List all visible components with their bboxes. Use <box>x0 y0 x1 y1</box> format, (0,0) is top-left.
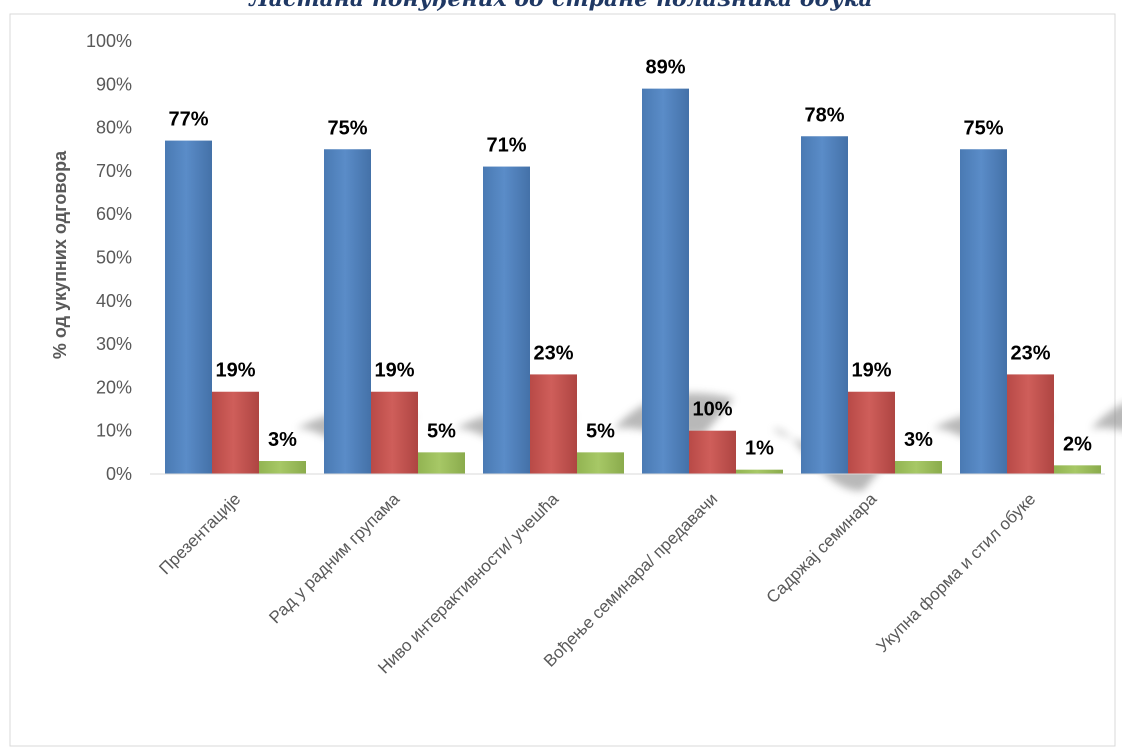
data-label: 23% <box>533 342 573 364</box>
bar-series2-4 <box>689 430 736 474</box>
data-label: 2% <box>1063 433 1092 455</box>
bar-series3-1 <box>259 461 306 474</box>
bar-series1-2 <box>324 149 371 474</box>
data-label: 89% <box>645 57 685 79</box>
y-tick-label: 50% <box>96 248 132 268</box>
data-label: 5% <box>427 420 456 442</box>
bar-series1-3 <box>483 166 530 474</box>
data-label: 77% <box>168 109 208 131</box>
y-axis-label: % од укупних одговора <box>50 150 70 359</box>
bar-series2-5 <box>848 391 895 474</box>
y-tick-label: 60% <box>96 204 132 224</box>
data-label: 19% <box>851 360 891 382</box>
data-label: 78% <box>804 104 844 126</box>
data-label: 10% <box>692 399 732 421</box>
y-tick-label: 40% <box>96 291 132 311</box>
bar-series2-3 <box>530 374 577 474</box>
y-tick-label: 90% <box>96 74 132 94</box>
bar-series2-2 <box>371 391 418 474</box>
bar-series2-1 <box>212 391 259 474</box>
chart-title: Ластана понуђених од стране полазника об… <box>0 0 1122 12</box>
bars <box>165 88 1101 474</box>
bar-series3-3 <box>577 452 624 474</box>
y-tick-label: 80% <box>96 118 132 138</box>
bar-series1-4 <box>642 88 689 474</box>
data-label: 3% <box>268 429 297 451</box>
data-label: 71% <box>486 135 526 157</box>
data-label: 19% <box>215 360 255 382</box>
y-tick-label: 10% <box>96 421 132 441</box>
bar-series2-6 <box>1007 374 1054 474</box>
data-label: 5% <box>586 420 615 442</box>
bar-series1-1 <box>165 140 212 474</box>
bar-series1-5 <box>801 136 848 474</box>
y-axis: 0% 10% 20% 30% 40% 50% 60% 70% 80% 90% 100% <box>86 31 132 484</box>
y-tick-label: 100% <box>86 31 132 51</box>
y-tick-label: 30% <box>96 334 132 354</box>
bar-series3-6 <box>1054 465 1101 474</box>
bar-series3-5 <box>895 461 942 474</box>
data-label: 75% <box>327 117 367 139</box>
data-label: 1% <box>745 438 774 460</box>
bar-shadow <box>1091 404 1122 431</box>
bar-series3-4 <box>736 469 783 474</box>
bar-series1-6 <box>960 149 1007 474</box>
data-label: 23% <box>1010 342 1050 364</box>
data-label: 19% <box>374 360 414 382</box>
y-tick-label: 70% <box>96 161 132 181</box>
y-tick-label: 0% <box>106 464 132 484</box>
data-labels: 77% 75% 71% 89% 78% 75% 19% 19% 23% 10% 19% 23% 3% 5%… <box>168 57 1092 460</box>
y-tick-label: 20% <box>96 377 132 397</box>
bar-series3-2 <box>418 452 465 474</box>
data-label: 75% <box>963 117 1003 139</box>
data-label: 3% <box>904 429 933 451</box>
